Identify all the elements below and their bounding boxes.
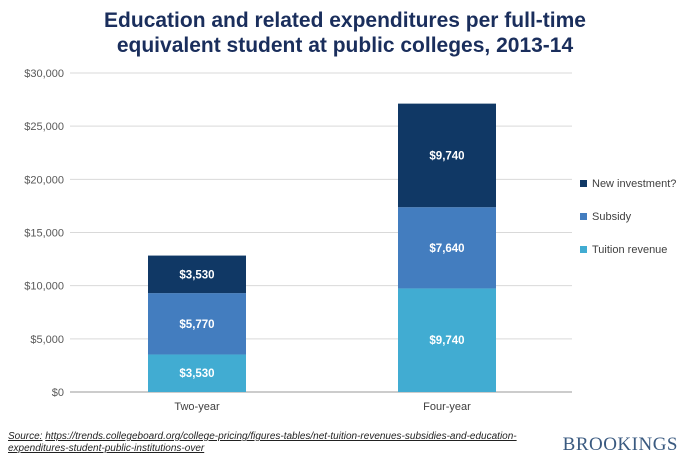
- y-tick-label: $5,000: [30, 334, 64, 346]
- data-label: $7,640: [429, 243, 464, 255]
- y-tick-label: $15,000: [24, 228, 64, 240]
- bar-segment: [148, 354, 246, 392]
- brookings-logo: BROOKINGS: [562, 434, 678, 455]
- y-tick-label: $0: [52, 387, 64, 399]
- data-label: $9,740: [429, 150, 464, 162]
- source-label: Source:: [8, 431, 43, 442]
- bar-segment: [398, 288, 496, 392]
- x-tick-label: Four-year: [423, 401, 471, 413]
- bar-segment: [148, 293, 246, 355]
- y-tick-label: $30,000: [24, 68, 64, 80]
- legend-swatch: [580, 180, 587, 187]
- legend-label: New investment?: [592, 178, 676, 190]
- bar-segment: [398, 103, 496, 208]
- data-label: $5,770: [179, 319, 214, 331]
- chart-title-line-1: Education and related expenditures per f…: [104, 9, 586, 32]
- legend-swatch: [580, 246, 587, 253]
- source-note: Source: https://trends.collegeboard.org/…: [8, 431, 568, 455]
- chart-title: Education and related expenditures per f…: [0, 8, 690, 58]
- data-label: $9,740: [429, 335, 464, 347]
- chart-title-line-2: equivalent student at public colleges, 2…: [116, 34, 574, 57]
- x-tick-label: Two-year: [174, 401, 220, 413]
- data-label: $3,530: [179, 368, 214, 380]
- source-link[interactable]: https://trends.collegeboard.org/college-…: [8, 431, 517, 454]
- y-tick-label: $20,000: [24, 174, 64, 186]
- y-tick-label: $25,000: [24, 121, 64, 133]
- bar-segment: [148, 255, 246, 294]
- legend-label: Tuition revenue: [592, 244, 667, 256]
- legend-label: Subsidy: [592, 211, 632, 223]
- bar-segment: [398, 207, 496, 289]
- y-tick-label: $10,000: [24, 281, 64, 293]
- data-label: $3,530: [179, 269, 214, 281]
- legend-swatch: [580, 213, 587, 220]
